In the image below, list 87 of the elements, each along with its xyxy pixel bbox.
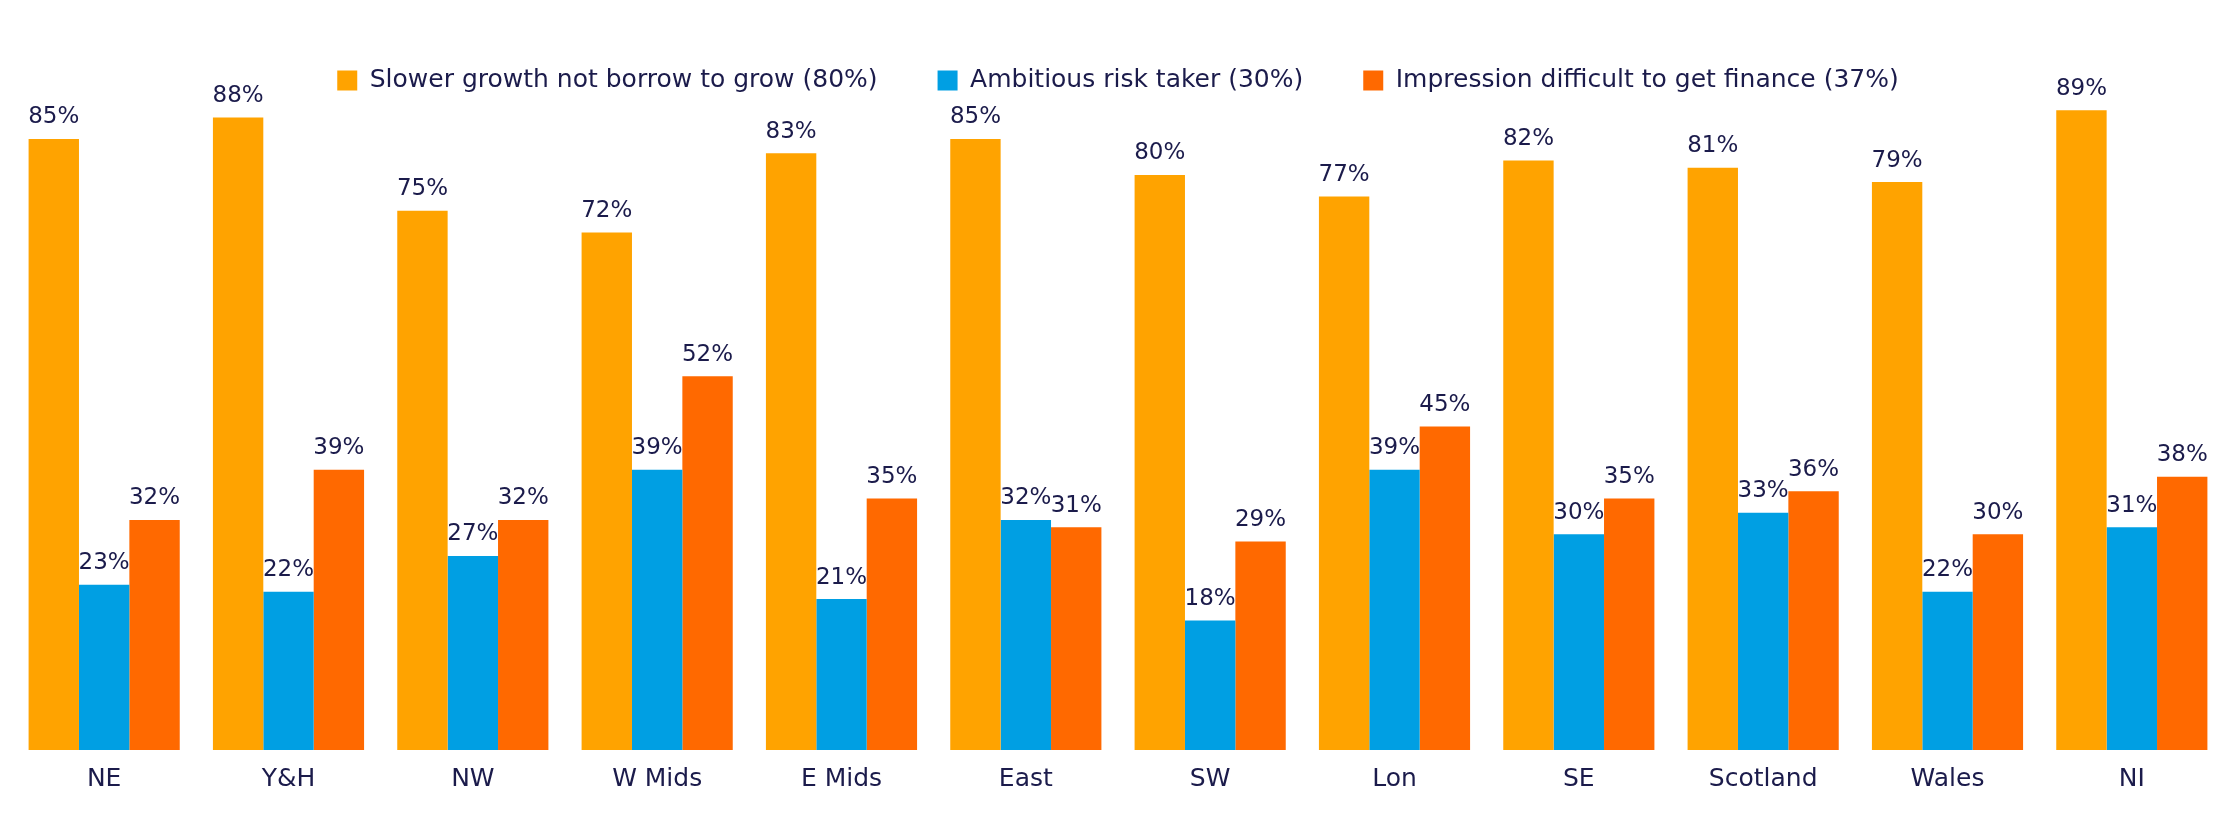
data-label: 21% <box>815 562 868 589</box>
data-label: 31% <box>2106 490 2158 517</box>
legend-label: Slower growth not borrow to grow (80%) <box>369 64 878 93</box>
bar <box>1000 519 1052 750</box>
data-label: 29% <box>1234 504 1287 531</box>
bar <box>1553 534 1605 750</box>
bar <box>397 210 448 750</box>
bar <box>816 599 867 750</box>
data-label: 83% <box>765 116 817 143</box>
data-label: 33% <box>1737 476 1789 503</box>
bar <box>950 138 1001 750</box>
bar <box>1788 491 1839 750</box>
data-label: 80% <box>1134 138 1186 165</box>
x-tick-label: W Mids <box>612 762 703 792</box>
bar <box>866 498 918 750</box>
data-label: 23% <box>78 548 130 575</box>
bar <box>1051 527 1102 750</box>
bar <box>78 584 130 750</box>
data-label: 31% <box>1050 490 1102 517</box>
data-label: 22% <box>1921 555 1974 582</box>
data-label: 35% <box>866 461 918 488</box>
bar <box>1737 512 1789 750</box>
data-label: 81% <box>1687 131 1739 158</box>
bar <box>1503 160 1554 750</box>
data-label: 32% <box>497 483 549 510</box>
x-tick-label: SE <box>1563 762 1595 792</box>
bar <box>1972 534 2024 750</box>
data-label: 39% <box>313 433 365 460</box>
bar <box>263 591 314 750</box>
bar <box>1184 620 1236 750</box>
data-label: 75% <box>396 174 449 201</box>
data-label: 72% <box>581 195 633 222</box>
x-tick-label: NE <box>86 762 122 792</box>
bar <box>631 469 683 750</box>
bar <box>1235 541 1286 750</box>
data-label: 77% <box>1318 159 1370 186</box>
data-label: 27% <box>447 519 499 546</box>
legend-label: Impression difficult to get finance (37%) <box>1395 64 1899 93</box>
data-label: 36% <box>1787 454 1840 481</box>
bar <box>447 555 499 750</box>
data-label: 85% <box>28 102 80 129</box>
x-tick-label: East <box>998 762 1053 792</box>
bar <box>2056 110 2107 750</box>
bar <box>1318 196 1370 750</box>
data-label: 85% <box>949 102 1002 129</box>
x-tick-label: Wales <box>1910 762 1985 792</box>
bar <box>1604 498 1655 750</box>
data-label: 88% <box>212 80 264 107</box>
bar <box>765 153 817 750</box>
data-label: 39% <box>631 433 683 460</box>
data-label: 32% <box>1000 483 1052 510</box>
bar <box>581 232 632 750</box>
x-tick-label: NI <box>2118 762 2145 792</box>
data-label: 52% <box>681 339 734 366</box>
bar <box>1134 174 1185 750</box>
bar <box>212 117 264 750</box>
x-tick-label: Scotland <box>1708 762 1818 792</box>
bar <box>498 519 549 750</box>
bar <box>129 519 180 750</box>
bar <box>28 138 79 750</box>
data-label: 45% <box>1419 389 1471 416</box>
bar <box>2157 476 2208 750</box>
data-label: 89% <box>2055 73 2108 100</box>
bar <box>313 469 365 750</box>
data-label: 39% <box>1368 433 1421 460</box>
x-tick-label: NW <box>451 762 495 792</box>
bar <box>1871 182 1923 750</box>
x-tick-label: E Mids <box>800 762 883 792</box>
data-label: 18% <box>1184 584 1236 611</box>
data-label: 22% <box>262 555 315 582</box>
bar <box>682 376 733 750</box>
data-label: 32% <box>128 483 181 510</box>
x-tick-label: Y&H <box>260 762 316 792</box>
data-label: 30% <box>1972 497 2024 524</box>
bar <box>2106 527 2158 750</box>
data-label: 79% <box>1871 145 1923 172</box>
bar <box>1922 591 1973 750</box>
bar <box>1419 426 1471 750</box>
bar <box>1687 167 1738 750</box>
x-tick-label: Lon <box>1372 762 1417 792</box>
legend-label: Ambitious risk taker (30%) <box>970 64 1304 93</box>
bar <box>1369 469 1420 750</box>
data-label: 82% <box>1502 123 1555 150</box>
data-label: 30% <box>1553 497 1605 524</box>
data-label: 38% <box>2156 440 2208 467</box>
x-tick-label: SW <box>1189 762 1231 792</box>
data-label: 35% <box>1603 461 1655 488</box>
